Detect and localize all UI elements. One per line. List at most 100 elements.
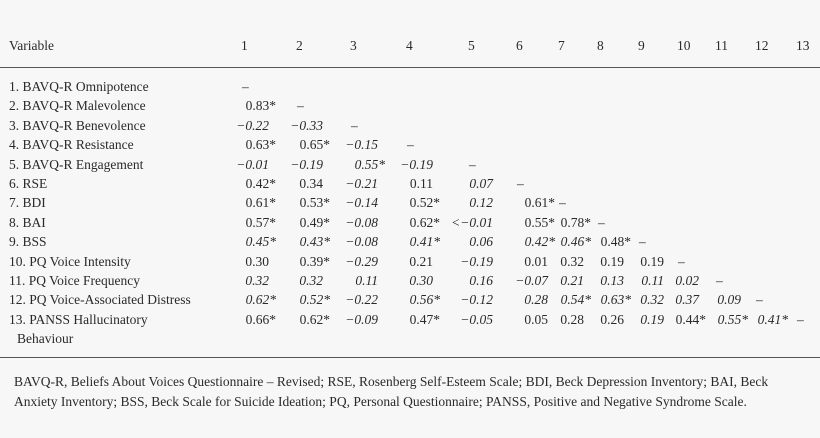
column-header: 5 <box>468 38 475 53</box>
diagonal-dash: – <box>716 273 723 288</box>
correlation-value: −0.19 <box>460 253 493 269</box>
correlation-value: 0.30 <box>409 273 433 288</box>
correlation-value: 0.39* <box>299 253 330 269</box>
correlation-value: 0.62* <box>299 311 330 327</box>
row-label: 7. BDI <box>9 195 46 211</box>
diagonal-dash: – <box>598 214 605 230</box>
correlation-value: 0.61* <box>524 195 555 211</box>
correlation-value: 0.45* <box>245 234 276 250</box>
correlation-value: 0.12 <box>469 195 493 211</box>
correlation-value: 0.30 <box>245 253 269 269</box>
correlation-value: 0.02 <box>675 273 699 288</box>
correlation-value: 0.11 <box>641 273 664 288</box>
correlation-value: 0.54* <box>560 292 591 308</box>
correlation-value: 0.34 <box>299 176 323 191</box>
correlation-value: 0.55* <box>354 156 385 172</box>
correlation-value: 0.66* <box>245 311 276 327</box>
correlation-value: 0.47* <box>409 311 440 327</box>
correlation-value: 0.42* <box>524 234 555 250</box>
correlation-value: −0.21 <box>345 176 378 191</box>
correlation-value: 0.52* <box>409 195 440 211</box>
row-label: 1. BAVQ-R Omnipotence <box>9 79 149 94</box>
row-label: 4. BAVQ-R Resistance <box>9 137 134 153</box>
correlation-value: 0.32 <box>560 253 584 269</box>
column-header: 2 <box>296 38 303 53</box>
correlation-value: 0.55* <box>717 311 748 327</box>
correlation-value: 0.13 <box>600 273 624 288</box>
correlation-value: 0.52* <box>299 292 330 308</box>
correlation-value: 0.49* <box>299 214 330 230</box>
correlation-value: 0.62* <box>409 214 440 230</box>
correlation-value: 0.06 <box>469 234 493 250</box>
correlation-value: 0.37 <box>675 292 699 308</box>
correlation-value: 0.26 <box>600 311 624 327</box>
correlation-value: −0.12 <box>460 292 493 308</box>
correlation-value: −0.05 <box>460 311 493 327</box>
correlation-value: 0.83* <box>245 98 276 114</box>
row-label: 11. PQ Voice Frequency <box>9 273 140 288</box>
row-label: 10. PQ Voice Intensity <box>9 253 131 269</box>
correlation-value: 0.46* <box>560 234 591 250</box>
diagonal-dash: – <box>559 195 566 211</box>
correlation-value: <−0.01 <box>451 214 493 230</box>
correlation-value: 0.78* <box>560 214 591 230</box>
correlation-value: 0.11 <box>409 176 433 191</box>
correlation-value: 0.56* <box>409 292 440 308</box>
column-header: 9 <box>638 38 645 53</box>
column-header: 6 <box>516 38 523 53</box>
row-label: 8. BAI <box>9 214 46 230</box>
correlation-value: 0.57* <box>245 214 276 230</box>
correlation-value: 0.11 <box>355 273 378 288</box>
correlation-value: 0.05 <box>524 311 548 327</box>
diagonal-dash: – <box>756 292 763 308</box>
diagonal-dash: – <box>469 156 476 172</box>
correlation-value: 0.19 <box>640 311 664 327</box>
correlation-value: 0.44* <box>675 311 706 327</box>
column-header: 7 <box>558 38 565 53</box>
column-header: 12 <box>755 38 769 53</box>
row-label-continued: Behaviour <box>17 331 74 347</box>
correlation-value: −0.19 <box>290 156 323 172</box>
column-header: 11 <box>715 38 728 53</box>
row-label: 6. RSE <box>9 176 48 191</box>
correlation-value: 0.32 <box>245 273 269 288</box>
correlation-value: −0.01 <box>236 156 269 172</box>
correlation-value: 0.21 <box>409 253 433 269</box>
column-header: 10 <box>677 38 691 53</box>
column-header: 4 <box>406 38 413 53</box>
correlation-value: 0.63* <box>245 137 276 153</box>
correlation-value: 0.32 <box>640 292 664 308</box>
column-header: 8 <box>597 38 604 53</box>
correlation-value: −0.22 <box>345 292 378 308</box>
correlation-value: −0.15 <box>345 137 378 153</box>
diagonal-dash: – <box>678 253 685 269</box>
diagonal-dash: – <box>797 311 804 327</box>
correlation-value: 0.62* <box>245 292 276 308</box>
table-footnote: BAVQ-R, Beliefs About Voices Questionnai… <box>14 374 769 409</box>
correlation-value: −0.08 <box>345 234 378 250</box>
correlation-value: −0.19 <box>400 156 433 172</box>
row-label: 2. BAVQ-R Malevolence <box>9 98 146 114</box>
row-label: 13. PANSS Hallucinatory <box>9 311 148 327</box>
column-header: 1 <box>241 38 248 53</box>
row-label: 9. BSS <box>9 234 47 250</box>
correlation-value: 0.28 <box>560 311 584 327</box>
correlation-value: 0.43* <box>299 234 330 250</box>
correlation-value: 0.01 <box>524 253 548 269</box>
diagonal-dash: – <box>351 117 358 133</box>
header-rule <box>0 67 820 68</box>
correlation-value: 0.19 <box>600 253 624 269</box>
correlation-value: −0.33 <box>290 117 323 133</box>
correlation-value: 0.41* <box>757 311 788 327</box>
diagonal-dash: – <box>242 79 249 94</box>
diagonal-dash: – <box>407 137 414 153</box>
correlation-value: 0.48* <box>600 234 631 250</box>
correlation-value: −0.07 <box>515 273 548 288</box>
diagonal-dash: – <box>639 234 646 250</box>
bottom-rule <box>0 357 820 358</box>
diagonal-dash: – <box>297 98 304 114</box>
correlation-value: −0.09 <box>345 311 378 327</box>
row-label: 5. BAVQ-R Engagement <box>9 156 144 172</box>
correlation-value: −0.08 <box>345 214 378 230</box>
row-label: 12. PQ Voice-Associated Distress <box>9 292 191 308</box>
